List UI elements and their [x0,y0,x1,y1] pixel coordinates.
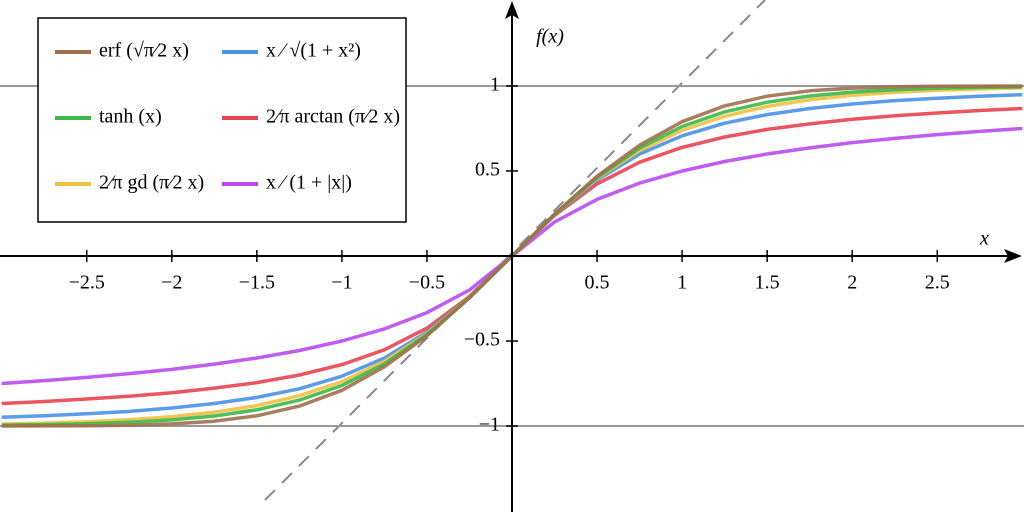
x-tick-label: −1 [331,272,352,294]
legend-label: 2⁄π arctan (π⁄2 x) [266,106,400,128]
legend-label: 2⁄π gd (π⁄2 x) [99,172,204,194]
y-tick-label: −1 [479,414,500,436]
x-axis-label: x [979,228,989,250]
x-axis-arrow [1004,249,1022,263]
identity-line [264,0,766,501]
y-tick-label: −0.5 [464,329,500,351]
x-tick-label: −2 [161,272,182,294]
legend-label: erf (√π⁄2 x) [99,40,189,62]
legend-label: tanh (x) [99,106,162,128]
x-tick-label: −2.5 [69,272,105,294]
y-tick-label: 1 [490,74,500,96]
x-tick-label: 1.5 [755,272,780,294]
legend: erf (√π⁄2 x) tanh (x) 2⁄π gd (π⁄2 x) x ⁄ √(… [55,40,400,194]
legend-label: x ⁄ √(1 + x²) [266,40,361,62]
y-axis-arrow [505,1,519,19]
legend-label: x ⁄ (1 + |x|) [266,172,352,194]
x-tick-label: 0.5 [585,272,610,294]
ticks: −2.5 −2 −1.5 −1 −0.5 0.5 1 1.5 2 2.5 −1 −0.5 0.5 1 [69,74,950,436]
y-tick-label: 0.5 [475,159,500,181]
x-tick-label: −1.5 [239,272,275,294]
x-tick-label: 1 [677,272,687,294]
x-tick-label: 2 [847,272,857,294]
x-tick-label: −0.5 [409,272,445,294]
y-axis-label: f(x) [536,26,564,48]
x-tick-label: 2.5 [925,272,950,294]
